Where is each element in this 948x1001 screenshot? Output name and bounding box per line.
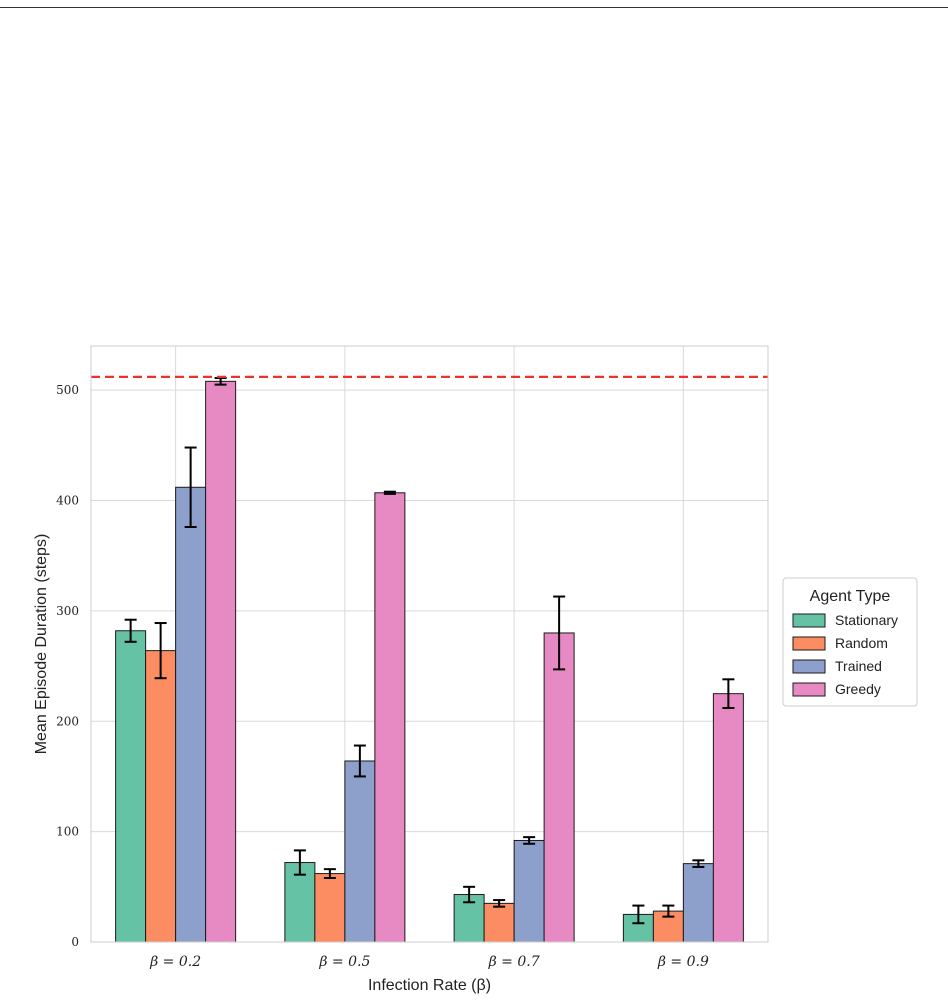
- bar-trained: [175, 486, 207, 943]
- y-axis-label: Mean Episode Duration (steps): [33, 534, 50, 755]
- legend-label-trained: Trained: [835, 658, 882, 674]
- x-axis-label: Infection Rate (β): [368, 977, 491, 994]
- bar-random: [314, 873, 346, 943]
- x-tick-label: β = 0.2: [149, 954, 201, 970]
- bar-greedy: [374, 492, 406, 943]
- bar-trained: [344, 760, 376, 943]
- legend-swatch-stationary: [792, 613, 826, 628]
- y-tick-label: 100: [56, 825, 79, 839]
- x-tick-labels: β = 0.2 β = 0.5 β = 0.7 β = 0.9: [149, 954, 709, 970]
- y-tick-label: 500: [56, 383, 79, 397]
- top-rule: [0, 7, 948, 8]
- x-tick-label: β = 0.7: [488, 954, 540, 970]
- bar-trained: [682, 863, 714, 943]
- bar-greedy: [205, 380, 237, 943]
- bar-stationary: [115, 630, 147, 943]
- legend-label-greedy: Greedy: [835, 681, 881, 697]
- legend: Agent Type Stationary Random Trained Greedy: [782, 577, 918, 707]
- bar-random: [483, 902, 515, 943]
- y-tick-label: 200: [56, 714, 79, 728]
- x-tick-label: β = 0.5: [318, 954, 370, 970]
- legend-items: Stationary Random Trained Greedy: [792, 612, 898, 697]
- legend-swatch-random: [792, 636, 826, 651]
- legend-box: [782, 577, 918, 707]
- y-tick-label: 0: [71, 935, 79, 949]
- y-tick-label: 400: [56, 494, 79, 508]
- plot-frame: [90, 345, 769, 943]
- bars: [115, 380, 744, 943]
- bar-greedy: [543, 632, 575, 943]
- bar-trained: [513, 839, 545, 943]
- x-tick-label: β = 0.9: [657, 954, 709, 970]
- error-bars: [124, 377, 735, 925]
- y-tick-label: 300: [56, 604, 79, 618]
- bar-random: [145, 650, 177, 943]
- legend-label-stationary: Stationary: [835, 612, 898, 628]
- legend-title: Agent Type: [810, 588, 891, 605]
- legend-label-random: Random: [835, 635, 888, 651]
- y-tick-labels: 0 100 200 300 400 500: [56, 383, 79, 949]
- bar-greedy: [712, 693, 744, 943]
- legend-swatch-greedy: [792, 682, 826, 697]
- legend-swatch-trained: [792, 659, 826, 674]
